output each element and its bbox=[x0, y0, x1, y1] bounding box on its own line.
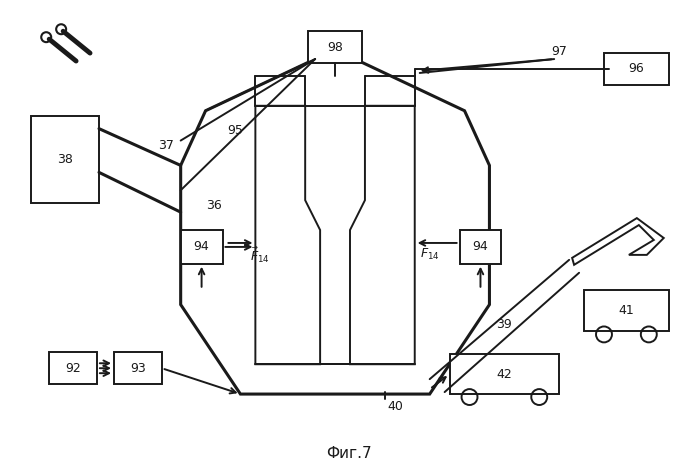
Bar bbox=[449, 354, 559, 394]
Text: 36: 36 bbox=[206, 199, 222, 211]
Polygon shape bbox=[255, 106, 320, 364]
Bar bbox=[584, 290, 669, 331]
Text: 38: 38 bbox=[57, 153, 73, 166]
Text: 93: 93 bbox=[130, 362, 145, 375]
Polygon shape bbox=[350, 106, 415, 364]
Text: 94: 94 bbox=[194, 240, 210, 253]
Text: 42: 42 bbox=[496, 368, 512, 381]
Text: 37: 37 bbox=[158, 139, 173, 152]
Text: 95: 95 bbox=[227, 124, 243, 137]
Text: 39: 39 bbox=[496, 318, 512, 331]
Text: $F_{14}$: $F_{14}$ bbox=[420, 247, 440, 262]
Bar bbox=[31, 116, 99, 203]
Text: Фиг.7: Фиг.7 bbox=[326, 446, 372, 461]
Bar bbox=[114, 352, 161, 384]
Text: 97: 97 bbox=[552, 44, 567, 58]
Text: 96: 96 bbox=[628, 62, 644, 76]
Bar bbox=[180, 230, 222, 264]
Bar bbox=[459, 230, 501, 264]
Bar bbox=[49, 352, 97, 384]
Polygon shape bbox=[180, 59, 489, 394]
Bar bbox=[308, 31, 362, 63]
Text: 40: 40 bbox=[387, 400, 403, 413]
Text: 98: 98 bbox=[327, 41, 343, 54]
Polygon shape bbox=[572, 218, 664, 265]
Text: 94: 94 bbox=[473, 240, 489, 253]
Text: $\vec{F}_{14}$: $\vec{F}_{14}$ bbox=[250, 245, 271, 265]
Text: 92: 92 bbox=[65, 362, 81, 375]
Bar bbox=[604, 53, 669, 85]
Text: 41: 41 bbox=[618, 304, 634, 317]
